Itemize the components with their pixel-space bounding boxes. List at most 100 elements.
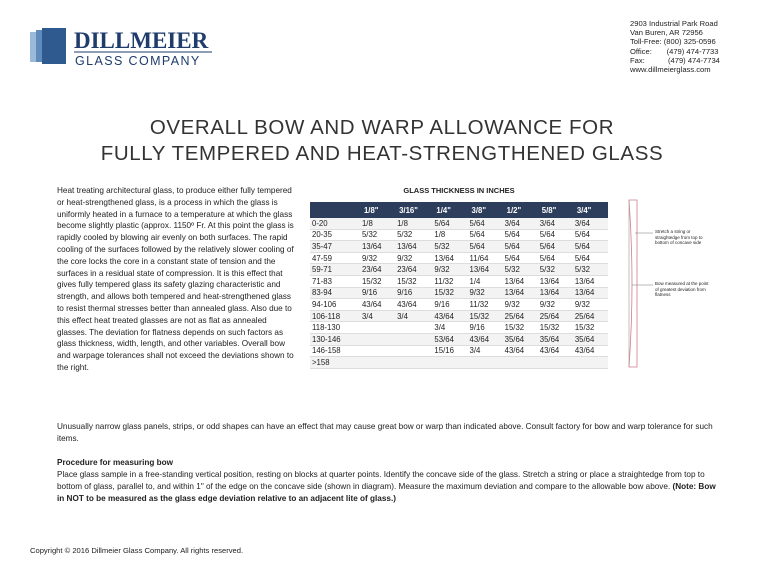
row: 35-47 13/64 13/64 5/32 5/64 5/64 5/64 5/64: [310, 240, 608, 253]
procedure-heading: Procedure for measuring bow: [57, 458, 174, 467]
cell: 9/16: [395, 287, 433, 300]
cell: >158: [310, 356, 360, 369]
cell: 9/32: [432, 263, 468, 276]
cell: [572, 356, 608, 369]
cell: 9/32: [572, 298, 608, 311]
cell: 43/64: [359, 298, 396, 311]
footer: Copyright © 2016 Dillmeier Glass Company…: [30, 546, 244, 555]
cell: 1/4: [467, 275, 503, 288]
address-line: www.dillmeierglass.com: [630, 65, 711, 75]
procedure: Place glass sample in a free-standing ve…: [57, 469, 717, 504]
row: 94-106 43/64 43/64 9/16 11/32 9/32 9/32 9/32: [310, 298, 608, 311]
cell: [395, 356, 433, 369]
cell: 1/8: [359, 218, 396, 230]
diagram-label: Stretch a string or straightedge from to…: [655, 229, 703, 245]
cell: 11/32: [467, 298, 503, 311]
cell: 9/16: [432, 298, 468, 311]
cell: 0-20: [310, 218, 360, 230]
intro: Heat treating architectural glass, to pr…: [57, 186, 294, 372]
cell: 15/32: [537, 321, 573, 334]
cell: 43/64: [432, 310, 468, 323]
cell: [359, 356, 396, 369]
cell: 3/4: [467, 345, 503, 358]
cell: 23/64: [359, 263, 396, 276]
cell: 15/32: [467, 310, 503, 323]
cell: 13/64: [359, 240, 396, 253]
cell: 3/64: [502, 218, 538, 230]
cell: 15/32: [432, 287, 468, 300]
address-line: Fax: (479) 474-7734: [630, 55, 720, 65]
cell: 5/64: [467, 229, 503, 242]
header-cell: 1/2": [502, 202, 538, 218]
cell: 13/64: [502, 287, 538, 300]
diagram-label: Bow measured at the point of greatest de…: [655, 281, 709, 297]
cell: 9/32: [502, 298, 538, 311]
cell: 20-35: [310, 229, 360, 242]
cell: 5/64: [537, 240, 573, 253]
cell: 5/64: [537, 252, 573, 265]
cell: [432, 356, 468, 369]
note: Unusually narrow glass panels, strips, o…: [57, 422, 713, 443]
cell: 9/32: [359, 252, 396, 265]
row: 130-146 53/64 43/64 35/64 35/64 35/64: [310, 333, 608, 346]
cell: 13/64: [537, 287, 573, 300]
cell: 3/4: [359, 310, 396, 323]
row: 118-130 3/4 9/16 15/32 15/32 15/32: [310, 321, 608, 334]
cell: 5/32: [502, 263, 538, 276]
cell: 130-146: [310, 333, 360, 346]
cell: 106-118: [310, 310, 360, 323]
cell: 13/64: [572, 287, 608, 300]
cell: 25/64: [572, 310, 608, 323]
cell: 5/64: [502, 240, 538, 253]
address-line: 2903 Industrial Park Road: [630, 19, 718, 28]
cell: 43/64: [395, 298, 433, 311]
row: 83-94 9/16 9/16 15/32 9/32 13/64 13/64 13/64: [310, 287, 608, 300]
cell: 5/64: [432, 218, 468, 230]
cell: 15/16: [432, 345, 468, 358]
cell: [359, 333, 396, 346]
cell: 118-130: [310, 321, 360, 334]
row: 106-118 3/4 3/4 43/64 15/32 25/64 25/64 25/64: [310, 310, 608, 323]
cell: 5/64: [502, 252, 538, 265]
cell: 5/32: [432, 240, 468, 253]
cell: 1/8: [395, 218, 433, 230]
cell: 13/64: [467, 263, 503, 276]
cell: 9/16: [467, 321, 503, 334]
cell: 13/64: [572, 275, 608, 288]
cell: [395, 345, 433, 358]
row: 71-83 15/32 15/32 11/32 1/4 13/64 13/64 13/64: [310, 275, 608, 288]
cell: [537, 356, 573, 369]
cell: 9/32: [395, 252, 433, 265]
cell: [359, 345, 396, 358]
cell: [359, 321, 396, 334]
cell: 35/64: [572, 333, 608, 346]
cell: 5/64: [572, 252, 608, 265]
cell: 5/32: [395, 229, 433, 242]
cell: 35-47: [310, 240, 360, 253]
cell: 94-106: [310, 298, 360, 311]
cell: 71-83: [310, 275, 360, 288]
cell: 15/32: [572, 321, 608, 334]
cell: 15/32: [395, 275, 433, 288]
cell: 11/32: [432, 275, 468, 288]
cell: 59-71: [310, 263, 360, 276]
cell: 5/64: [572, 229, 608, 242]
cell: 11/64: [467, 252, 503, 265]
table-title: GLASS THICKNESS IN INCHES: [403, 186, 515, 195]
cell: 13/64: [432, 252, 468, 265]
row: >158: [310, 356, 608, 369]
title-line: OVERALL BOW AND WARP ALLOWANCE FOR: [149, 116, 615, 139]
title: OVERALL BOW AND WARP ALLOWANCE FOR FULLY …: [0, 115, 764, 167]
header-cell: 1/8": [359, 202, 396, 218]
cell: 5/32: [537, 263, 573, 276]
table: 1/8" 3/16" 1/4" 3/8" 1/2" 5/8" 3/4" 0-20 1/8 1/8 5…: [310, 202, 608, 369]
cell: 5/64: [467, 240, 503, 253]
cell: 5/64: [572, 240, 608, 253]
cell: 5/64: [467, 218, 503, 230]
cell: 53/64: [432, 333, 468, 346]
procedure-text: Place glass sample in a free-standing ve…: [57, 470, 705, 491]
address-line: Office: (479) 474-7733: [630, 46, 719, 56]
cell: 23/64: [395, 263, 433, 276]
cell: 25/64: [502, 310, 538, 323]
